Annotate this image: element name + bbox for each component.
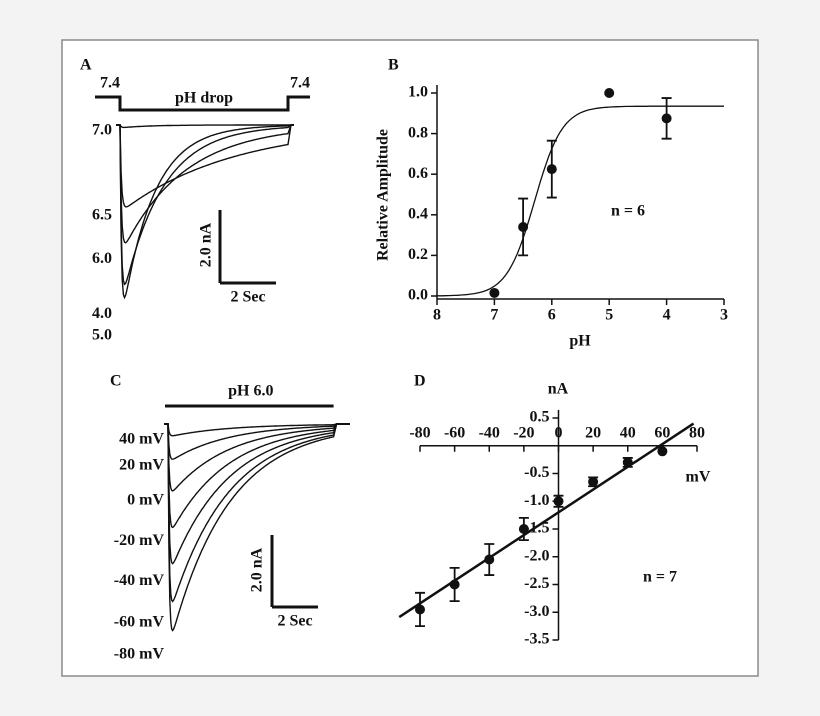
panel-letter: C (110, 373, 122, 390)
data-point (588, 476, 599, 487)
data-point (518, 524, 529, 534)
scale-label-current: 2.0 nA (198, 222, 215, 267)
data-point (546, 164, 557, 175)
x-tick-label: -80 (409, 424, 430, 441)
current-trace (116, 124, 294, 286)
data-point (553, 496, 564, 507)
stimulus-label: pH drop (175, 90, 233, 107)
stimulus-after: 7.4 (290, 75, 310, 92)
y-tick-label: -1.5 (524, 520, 549, 537)
y-axis-label: Relative Amplitude (375, 129, 392, 261)
annotation: n = 7 (643, 569, 677, 586)
y-tick-label: 1.0 (408, 84, 428, 101)
data-point (661, 113, 672, 124)
x-tick-label: 8 (433, 307, 441, 324)
trace-label: 0 mV (127, 491, 164, 508)
trace-label: 6.5 (92, 206, 112, 223)
x-tick-label: 5 (605, 307, 613, 324)
current-trace (164, 423, 350, 492)
trace-label: 5.0 (92, 327, 112, 344)
x-tick-label: -20 (513, 424, 534, 441)
x-tick-label: 20 (585, 424, 601, 441)
annotation: n = 6 (611, 203, 645, 220)
y-tick-label: -2.0 (524, 547, 549, 564)
y-tick-label: -3.0 (524, 603, 549, 620)
y-tick-label: -3.5 (524, 631, 549, 648)
current-trace (164, 423, 350, 565)
current-trace (116, 124, 294, 208)
x-tick-label: 7 (490, 307, 498, 324)
y-tick-label: 0.5 (530, 409, 550, 426)
current-trace (164, 423, 350, 437)
y-tick-label: -2.5 (524, 575, 549, 592)
data-point (622, 457, 633, 468)
trace-label: 4.0 (92, 305, 112, 322)
y-tick-label: 0.6 (408, 165, 428, 182)
x-tick-label: 60 (654, 424, 670, 441)
data-point (604, 88, 615, 98)
x-tick-label: 80 (689, 424, 705, 441)
trace-label: -80 mV (114, 646, 165, 663)
current-trace (164, 423, 350, 529)
x-tick-label: 3 (720, 307, 728, 324)
data-point (657, 446, 668, 457)
trace-label: 40 mV (119, 431, 164, 448)
panel-letter: A (80, 57, 92, 74)
data-point (484, 554, 495, 565)
current-trace (116, 124, 294, 129)
trace-label: 6.0 (92, 250, 112, 267)
fit-curve (437, 105, 724, 297)
data-point (518, 221, 529, 232)
stimulus-label: pH 6.0 (228, 383, 273, 400)
stimulus-before: 7.4 (100, 75, 120, 92)
y-tick-label: 0.0 (408, 287, 428, 304)
x-tick-label: 4 (663, 307, 671, 324)
current-trace (164, 423, 350, 603)
stimulus-step (95, 95, 310, 112)
y-tick-label: 0.8 (408, 124, 428, 141)
trace-label: -40 mV (114, 572, 165, 589)
x-tick-label: 0 (555, 424, 563, 441)
y-tick-label: 0.4 (408, 205, 428, 222)
panel-letter: B (388, 57, 399, 74)
y-tick-label: -0.5 (524, 464, 549, 481)
figure-frame (61, 39, 759, 677)
x-tick-label: 6 (548, 307, 556, 324)
scale-label-current: 2.0 nA (249, 547, 266, 592)
x-tick-label: 40 (620, 424, 636, 441)
trace-label: 7.0 (92, 122, 112, 139)
x-axis-label: pH (569, 333, 591, 350)
current-trace (164, 423, 350, 632)
y-tick-label: 0.2 (408, 246, 428, 263)
trace-label: 20 mV (119, 457, 164, 474)
x-tick-label: -40 (479, 424, 500, 441)
panel-letter: D (414, 373, 426, 390)
y-axis-label: nA (548, 381, 569, 398)
trace-label: -20 mV (114, 532, 165, 549)
trace-label: -60 mV (114, 614, 165, 631)
current-trace (116, 124, 294, 300)
current-trace (164, 423, 350, 460)
scale-label-time: 2 Sec (230, 289, 265, 306)
data-point (489, 287, 500, 298)
x-axis-label: mV (686, 469, 711, 486)
x-tick-label: -60 (444, 424, 465, 441)
data-point (449, 579, 460, 590)
data-point (415, 604, 425, 615)
y-tick-label: -1.0 (524, 492, 549, 509)
scale-label-time: 2 Sec (277, 613, 312, 630)
fit-line (398, 422, 695, 619)
